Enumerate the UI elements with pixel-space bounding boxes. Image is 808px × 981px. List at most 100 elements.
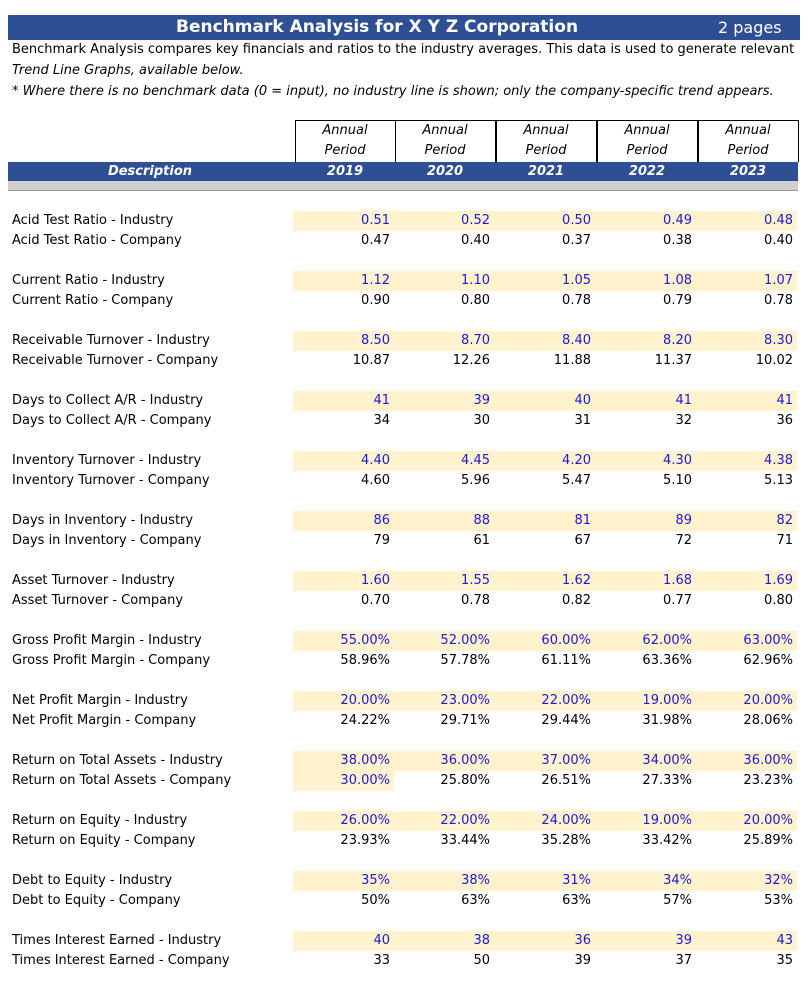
- cell: 88: [473, 513, 490, 528]
- cell: 58.96%: [340, 653, 390, 668]
- industry-shade: [293, 511, 797, 531]
- industry-shade: [293, 331, 797, 351]
- header-line2: Period: [324, 143, 366, 158]
- cell: 39: [574, 953, 591, 968]
- row-label: Asset Turnover - Industry: [12, 573, 175, 588]
- row-label: Current Ratio - Industry: [12, 273, 165, 288]
- cell: 11.88: [553, 353, 591, 368]
- cell: 0.51: [361, 213, 390, 228]
- cell: 34: [373, 413, 390, 428]
- cell: 0.52: [461, 213, 490, 228]
- description-header: Description: [107, 164, 193, 179]
- cell: 0.40: [764, 233, 793, 248]
- cell: 57%: [663, 893, 692, 908]
- intro-line: Benchmark Analysis compares key financia…: [12, 42, 795, 57]
- intro-line: * Where there is no benchmark data (0 = …: [12, 84, 774, 99]
- row-label: Inventory Turnover - Industry: [12, 453, 202, 468]
- cell: 10.87: [352, 353, 390, 368]
- cell: 81: [574, 513, 591, 528]
- cell: 24.22%: [340, 713, 390, 728]
- cell: 31.98%: [642, 713, 692, 728]
- cell: 36: [776, 413, 793, 428]
- cell: 19.00%: [642, 813, 692, 828]
- cell: 8.70: [461, 333, 490, 348]
- cell: 37.00%: [541, 753, 591, 768]
- cell: 43: [776, 933, 793, 948]
- header-year: 2021: [527, 164, 565, 179]
- cell: 0.79: [663, 293, 692, 308]
- cell: 23.93%: [340, 833, 390, 848]
- cell: 72: [675, 533, 692, 548]
- row-label: Return on Equity - Company: [12, 833, 196, 848]
- cell: 8.40: [562, 333, 591, 348]
- cell: 41: [776, 393, 793, 408]
- cell: 30.00%: [340, 773, 390, 788]
- cell: 4.45: [461, 453, 490, 468]
- cell: 23.23%: [743, 773, 793, 788]
- row-label: Net Profit Margin - Industry: [12, 693, 188, 708]
- cell: 1.55: [461, 573, 490, 588]
- header-line1: Annual: [624, 123, 670, 138]
- row-label: Receivable Turnover - Industry: [12, 333, 210, 348]
- cell: 34.00%: [642, 753, 692, 768]
- cell: 35.28%: [541, 833, 591, 848]
- cell: 8.50: [361, 333, 390, 348]
- cell: 1.69: [764, 573, 793, 588]
- cell: 79: [373, 533, 390, 548]
- cell: 82: [776, 513, 793, 528]
- cell: 12.26: [452, 353, 490, 368]
- cell: 40: [574, 393, 591, 408]
- cell: 62.00%: [642, 633, 692, 648]
- cell: 53%: [764, 893, 793, 908]
- cell: 61: [473, 533, 490, 548]
- cell: 8.30: [764, 333, 793, 348]
- industry-shade: [293, 691, 797, 711]
- cell: 4.38: [764, 453, 793, 468]
- cell: 25.89%: [743, 833, 793, 848]
- row-label: Debt to Equity - Company: [12, 893, 181, 908]
- industry-shade: [293, 391, 797, 411]
- header-year: 2023: [729, 164, 767, 179]
- cell: 5.13: [764, 473, 793, 488]
- cell: 67: [574, 533, 591, 548]
- cell: 1.68: [663, 573, 692, 588]
- pages: 2 pages: [718, 18, 782, 37]
- cell: 50%: [361, 893, 390, 908]
- cell: 5.96: [461, 473, 490, 488]
- header-band: [8, 162, 798, 181]
- row-label: Inventory Turnover - Company: [12, 473, 210, 488]
- cell: 0.78: [461, 593, 490, 608]
- cell: 38.00%: [340, 753, 390, 768]
- cell: 10.02: [755, 353, 793, 368]
- cell: 5.47: [562, 473, 591, 488]
- cell: 63%: [461, 893, 490, 908]
- industry-shade: [293, 631, 797, 651]
- cell: 29.44%: [541, 713, 591, 728]
- cell: 41: [675, 393, 692, 408]
- industry-shade: [293, 451, 797, 471]
- cell: 39: [473, 393, 490, 408]
- header-box: [597, 120, 698, 162]
- industry-shade: [293, 211, 797, 231]
- header-box: [698, 120, 799, 162]
- cell: 1.05: [562, 273, 591, 288]
- cell: 23.00%: [440, 693, 490, 708]
- cell: 39: [675, 933, 692, 948]
- row-label: Gross Profit Margin - Company: [12, 653, 211, 668]
- title: Benchmark Analysis for X Y Z Corporation: [176, 17, 579, 37]
- row-label: Times Interest Earned - Company: [12, 953, 230, 968]
- cell: 35: [776, 953, 793, 968]
- cell: 0.48: [764, 213, 793, 228]
- header-box: [496, 120, 597, 162]
- cell: 20.00%: [743, 693, 793, 708]
- cell: 4.20: [562, 453, 591, 468]
- intro-line: Trend Line Graphs, available below.: [12, 63, 244, 78]
- cell: 31%: [562, 873, 591, 888]
- cell: 22.00%: [541, 693, 591, 708]
- cell: 62.96%: [743, 653, 793, 668]
- cell: 50: [473, 953, 490, 968]
- industry-shade: [293, 751, 797, 771]
- header-line1: Annual: [725, 123, 771, 138]
- cell: 89: [675, 513, 692, 528]
- cell: 1.62: [562, 573, 591, 588]
